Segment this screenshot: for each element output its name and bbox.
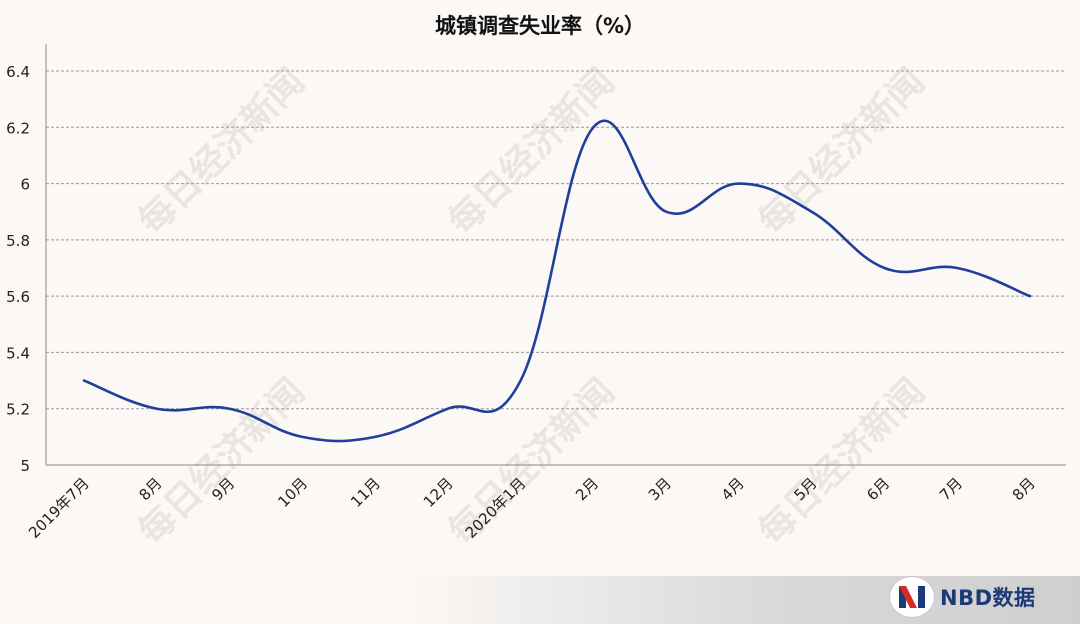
x-tick-label: 8月: [1009, 474, 1039, 504]
y-axis-ticks: 5 5.2 5.4 5.6 5.8 6 6.2 6.4: [6, 63, 30, 475]
x-tick-label: 12月: [420, 474, 457, 511]
x-tick-label: 2019年7月: [25, 474, 93, 542]
y-tick-label: 5.4: [6, 344, 30, 362]
x-tick-label: 4月: [718, 474, 748, 504]
brand-name: NBD数据: [940, 586, 1036, 610]
chart-title: 城镇调查失业率（%）: [434, 14, 646, 38]
footer-banner: [405, 576, 1080, 624]
x-tick-label: 10月: [274, 474, 311, 511]
y-tick-label: 5.6: [6, 288, 30, 306]
y-tick-label: 6.2: [6, 119, 30, 137]
watermark-text: 每日经济新闻: [131, 371, 313, 553]
watermark-text: 每日经济新闻: [131, 61, 313, 243]
y-tick-label: 5.2: [6, 401, 30, 419]
watermark-text: 每日经济新闻: [441, 61, 623, 243]
y-tick-label: 6: [20, 176, 30, 194]
brand-logo: NBD数据: [890, 573, 1080, 621]
series-line: [82, 119, 1032, 443]
gridlines: [46, 70, 1066, 466]
x-tick-label: 3月: [645, 474, 675, 504]
x-tick-label: 6月: [863, 474, 893, 504]
nbd-logo-icon: [890, 577, 934, 617]
x-tick-label: 2月: [572, 474, 602, 504]
y-tick-label: 6.4: [6, 63, 30, 81]
watermark-text: 每日经济新闻: [751, 371, 933, 553]
watermark-text: 每日经济新闻: [751, 61, 933, 243]
y-tick-label: 5.8: [6, 232, 30, 250]
x-tick-label: 7月: [936, 474, 966, 504]
y-tick-label: 5: [20, 457, 30, 475]
x-tick-label: 11月: [347, 474, 384, 511]
